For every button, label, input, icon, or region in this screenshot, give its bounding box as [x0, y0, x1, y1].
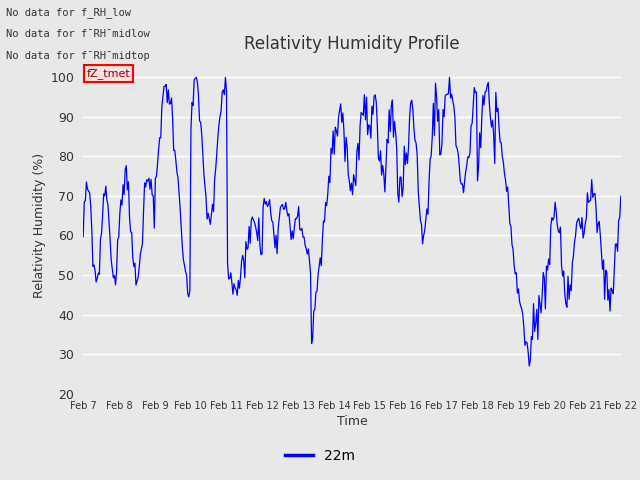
22m	[401, 144, 408, 149]
22m	[606, 308, 614, 314]
22m	[336, 108, 344, 113]
Text: No data for f¯RH¯midlow: No data for f¯RH¯midlow	[6, 29, 150, 39]
Text: No data for f¯RH¯midtop: No data for f¯RH¯midtop	[6, 51, 150, 61]
Line: 22m: 22m	[83, 77, 621, 366]
Y-axis label: Relativity Humidity (%): Relativity Humidity (%)	[33, 153, 46, 298]
22m	[521, 343, 529, 348]
22m	[339, 110, 347, 116]
Text: fZ_tmet: fZ_tmet	[86, 68, 130, 79]
22m	[79, 234, 87, 240]
22m	[193, 74, 200, 80]
X-axis label: Time: Time	[337, 415, 367, 429]
Title: Relativity Humidity Profile: Relativity Humidity Profile	[244, 35, 460, 53]
Text: No data for f_RH_low: No data for f_RH_low	[6, 7, 131, 18]
Legend: 22m: 22m	[280, 443, 360, 468]
22m	[617, 193, 625, 199]
22m	[525, 363, 533, 369]
22m	[371, 92, 379, 98]
